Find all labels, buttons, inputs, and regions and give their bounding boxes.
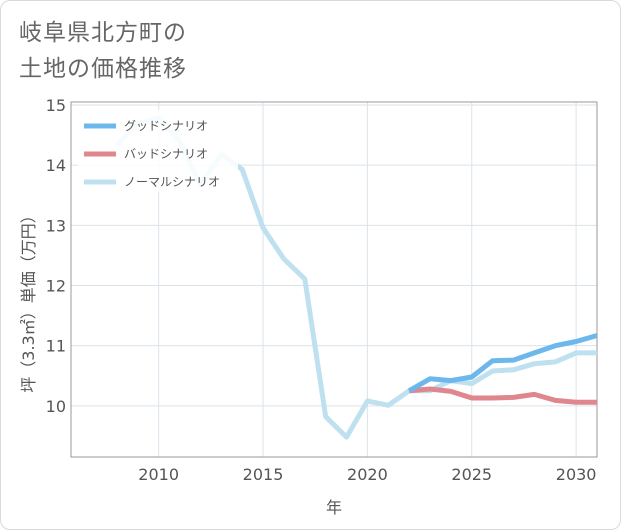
x-tick-label: 2025 bbox=[451, 465, 492, 484]
y-tick-label: 15 bbox=[46, 96, 66, 115]
x-tick-label: 2015 bbox=[243, 465, 284, 484]
x-tick-label: 2010 bbox=[138, 465, 179, 484]
y-axis-label: 坪（3.3㎡）単価（万円） bbox=[19, 207, 38, 392]
series-line-1 bbox=[408, 386, 597, 405]
x-axis-label: 年 bbox=[326, 498, 342, 517]
legend-label-1: バッドシナリオ bbox=[124, 147, 208, 161]
y-tick-label: 12 bbox=[46, 277, 66, 296]
chart-title-line-1: 岐阜県北方町の bbox=[19, 20, 187, 46]
legend-label-2: ノーマルシナリオ bbox=[124, 175, 220, 189]
y-tick-label: 11 bbox=[46, 337, 66, 356]
y-tick-label: 13 bbox=[46, 216, 66, 235]
x-tick-label: 2030 bbox=[556, 465, 597, 484]
plot-frame bbox=[70, 101, 598, 458]
grid-lines bbox=[71, 102, 597, 457]
x-tick-label: 2020 bbox=[347, 465, 388, 484]
tick-labels: 2010 2015 2020 2025 2030 10 11 12 13 14 15 bbox=[46, 96, 597, 484]
y-tick-label: 10 bbox=[46, 397, 66, 416]
chart-title-line-2: 土地の価格推移 bbox=[19, 56, 187, 82]
y-tick-label: 14 bbox=[46, 156, 66, 175]
legend-label-0: グッドシナリオ bbox=[124, 119, 208, 133]
series-line-0 bbox=[407, 333, 597, 393]
chart-title: 岐阜県北方町の 土地の価格推移 bbox=[19, 15, 187, 87]
